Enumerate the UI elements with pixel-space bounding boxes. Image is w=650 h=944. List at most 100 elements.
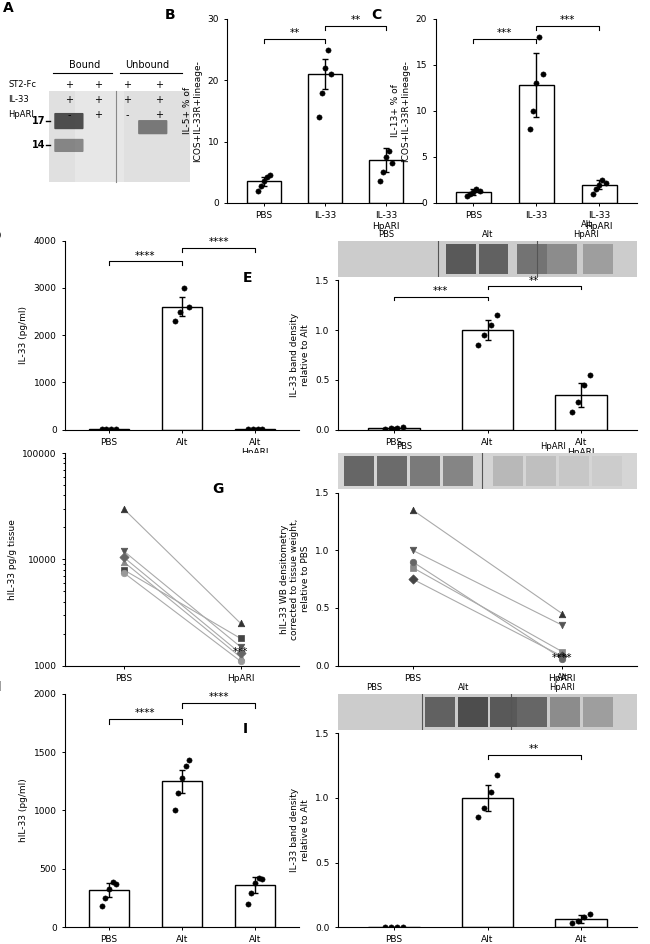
Text: +: + bbox=[155, 94, 162, 105]
Y-axis label: IL-33 band density
relative to Alt: IL-33 band density relative to Alt bbox=[291, 788, 310, 872]
Point bbox=[566, 404, 577, 419]
Point bbox=[381, 149, 391, 164]
FancyBboxPatch shape bbox=[583, 244, 613, 274]
Text: ***: *** bbox=[233, 647, 248, 657]
Text: -: - bbox=[125, 110, 129, 120]
FancyBboxPatch shape bbox=[446, 244, 476, 274]
Point bbox=[398, 919, 409, 935]
Point bbox=[408, 554, 418, 569]
FancyBboxPatch shape bbox=[75, 91, 124, 182]
Text: IL-33: IL-33 bbox=[8, 95, 29, 104]
Point bbox=[259, 174, 269, 189]
Text: ST2-Fc: ST2-Fc bbox=[8, 80, 36, 89]
Point bbox=[101, 422, 112, 437]
Point bbox=[380, 421, 390, 436]
Point bbox=[242, 422, 253, 437]
Point bbox=[573, 395, 583, 410]
Point bbox=[486, 784, 496, 799]
Text: +: + bbox=[124, 79, 131, 90]
Point bbox=[465, 186, 475, 201]
Point bbox=[474, 183, 485, 198]
Point bbox=[557, 649, 567, 664]
Point bbox=[104, 881, 114, 896]
Text: ****: **** bbox=[208, 692, 229, 702]
Point bbox=[248, 421, 258, 436]
Text: **: ** bbox=[529, 744, 539, 754]
Text: PBS: PBS bbox=[366, 683, 382, 692]
Point bbox=[235, 653, 246, 668]
Point bbox=[468, 184, 478, 199]
FancyBboxPatch shape bbox=[410, 456, 439, 486]
Point bbox=[96, 899, 107, 914]
Point bbox=[257, 871, 268, 886]
Text: ****: **** bbox=[135, 708, 156, 718]
Text: HpARI: HpARI bbox=[8, 110, 34, 120]
Point bbox=[374, 174, 385, 189]
Point bbox=[181, 759, 191, 774]
Point bbox=[170, 802, 180, 818]
Point bbox=[491, 308, 502, 323]
Point bbox=[174, 304, 185, 319]
Text: B: B bbox=[165, 8, 176, 22]
Text: +: + bbox=[94, 94, 102, 105]
Point bbox=[184, 299, 194, 314]
Text: **: ** bbox=[350, 15, 361, 25]
FancyBboxPatch shape bbox=[338, 453, 637, 489]
Point bbox=[252, 421, 263, 436]
Y-axis label: hIL-33 (pg/ml): hIL-33 (pg/ml) bbox=[19, 779, 28, 842]
Point bbox=[254, 870, 264, 885]
Point bbox=[253, 183, 263, 198]
Point bbox=[594, 177, 604, 192]
Point bbox=[378, 164, 388, 179]
Point bbox=[262, 170, 272, 185]
Text: H: H bbox=[0, 680, 2, 694]
Point bbox=[242, 896, 253, 911]
Point bbox=[398, 419, 409, 434]
FancyBboxPatch shape bbox=[338, 241, 637, 277]
Point bbox=[100, 890, 110, 905]
Bar bbox=[462, 798, 514, 927]
Point bbox=[257, 421, 268, 436]
Bar bbox=[247, 181, 281, 203]
Point bbox=[573, 913, 583, 928]
Bar bbox=[162, 782, 202, 927]
Point bbox=[323, 42, 333, 57]
Point bbox=[170, 313, 180, 329]
Point bbox=[385, 919, 396, 935]
Point bbox=[235, 615, 246, 631]
Point bbox=[265, 168, 276, 183]
Text: ***: *** bbox=[560, 15, 575, 25]
Point bbox=[585, 906, 595, 921]
Point bbox=[525, 122, 535, 137]
Text: Bound: Bound bbox=[69, 60, 100, 71]
Bar bbox=[519, 85, 554, 203]
FancyBboxPatch shape bbox=[559, 456, 589, 486]
FancyBboxPatch shape bbox=[138, 120, 168, 134]
Bar bbox=[235, 885, 275, 927]
Point bbox=[326, 66, 336, 82]
Point bbox=[597, 173, 608, 188]
Point bbox=[408, 502, 418, 517]
Text: Alt: Alt bbox=[482, 230, 493, 239]
Point bbox=[531, 76, 541, 91]
Point bbox=[118, 562, 129, 577]
FancyBboxPatch shape bbox=[55, 113, 83, 129]
FancyBboxPatch shape bbox=[443, 456, 473, 486]
Text: C: C bbox=[371, 8, 382, 22]
Point bbox=[538, 66, 548, 81]
Text: Unbound: Unbound bbox=[125, 60, 169, 71]
Point bbox=[579, 378, 590, 393]
Text: +: + bbox=[94, 79, 102, 90]
Point bbox=[387, 156, 397, 171]
Point bbox=[408, 543, 418, 558]
Point bbox=[557, 617, 567, 632]
Point bbox=[96, 422, 107, 437]
Text: **: ** bbox=[289, 28, 300, 38]
Text: +: + bbox=[65, 79, 73, 90]
Point bbox=[111, 422, 122, 437]
Y-axis label: IL-13+ % of
ICOS+IL-33R+lineage-: IL-13+ % of ICOS+IL-33R+lineage- bbox=[391, 60, 410, 161]
Point bbox=[235, 646, 246, 661]
Text: Alt
HpARI: Alt HpARI bbox=[549, 673, 575, 692]
Point bbox=[173, 785, 183, 801]
Bar bbox=[582, 184, 617, 203]
